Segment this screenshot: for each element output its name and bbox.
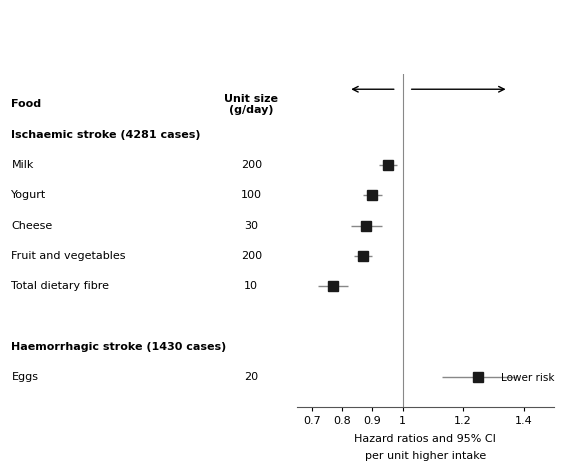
Text: 10: 10: [244, 281, 258, 291]
Text: 30: 30: [244, 220, 258, 231]
Text: Unit size
(g/day): Unit size (g/day): [224, 94, 278, 115]
Text: Yogurt: Yogurt: [11, 190, 47, 200]
Text: 200: 200: [241, 160, 262, 170]
Text: 200: 200: [241, 251, 262, 261]
Text: Cheese: Cheese: [11, 220, 53, 231]
Text: Milk: Milk: [11, 160, 34, 170]
Text: Hazard ratios and 95% CI: Hazard ratios and 95% CI: [355, 434, 496, 444]
Text: Total dietary fibre: Total dietary fibre: [11, 281, 110, 291]
Text: Lower risk: Lower risk: [501, 373, 555, 383]
Text: per unit higher intake: per unit higher intake: [365, 451, 486, 461]
Text: Eggs: Eggs: [11, 372, 38, 382]
Text: 100: 100: [241, 190, 262, 200]
Text: Food: Food: [11, 100, 42, 109]
Text: 20: 20: [244, 372, 258, 382]
Text: Fruit and vegetables: Fruit and vegetables: [11, 251, 126, 261]
Text: Haemorrhagic stroke (1430 cases): Haemorrhagic stroke (1430 cases): [11, 342, 227, 352]
Text: Ischaemic stroke (4281 cases): Ischaemic stroke (4281 cases): [11, 130, 201, 140]
